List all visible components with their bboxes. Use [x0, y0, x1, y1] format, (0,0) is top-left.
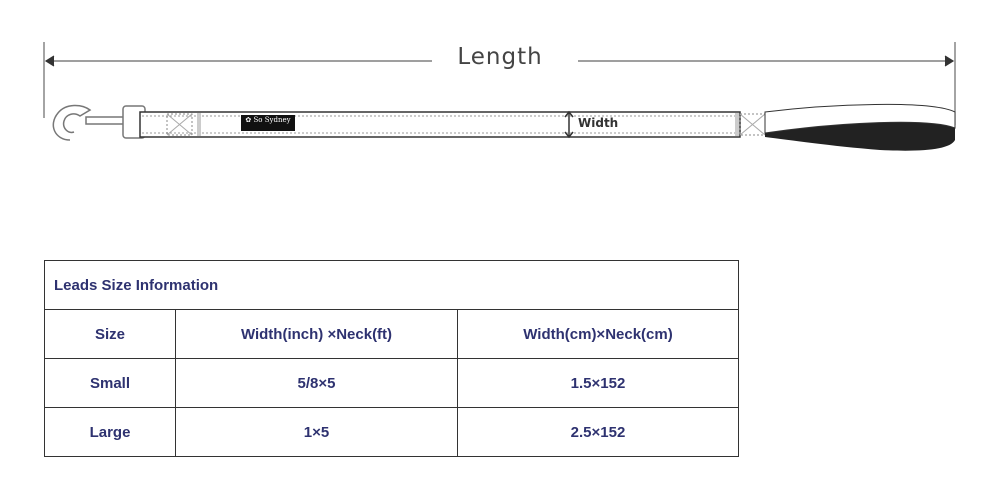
table-title-row: Leads Size Information: [44, 260, 739, 310]
brand-logo: ✿ So Sydney: [241, 115, 295, 131]
cell-cm: 2.5×152: [457, 407, 739, 457]
length-dimension: [43, 42, 956, 125]
cell-inch: 1×5: [175, 407, 458, 457]
table-title: Leads Size Information: [44, 260, 739, 310]
cell-size: Large: [44, 407, 176, 457]
length-label: Length: [457, 44, 543, 70]
table-header-row: Size Width(inch) ×Neck(ft) Width(cm)×Nec…: [44, 309, 739, 359]
header-width-inch: Width(inch) ×Neck(ft): [175, 309, 458, 359]
cell-size: Small: [44, 358, 176, 408]
leads-size-table: Leads Size Information Size Width(inch) …: [44, 260, 739, 457]
leash-strap: [139, 103, 956, 151]
leash-diagram: [43, 42, 956, 151]
header-width-cm: Width(cm)×Neck(cm): [457, 309, 739, 359]
cell-inch: 5/8×5: [175, 358, 458, 408]
cell-cm: 1.5×152: [457, 358, 739, 408]
table-row: Large 1×5 2.5×152: [44, 407, 739, 457]
width-label: Width: [578, 116, 619, 130]
snap-hook: [52, 104, 146, 141]
header-size: Size: [44, 309, 176, 359]
table-row: Small 5/8×5 1.5×152: [44, 358, 739, 408]
